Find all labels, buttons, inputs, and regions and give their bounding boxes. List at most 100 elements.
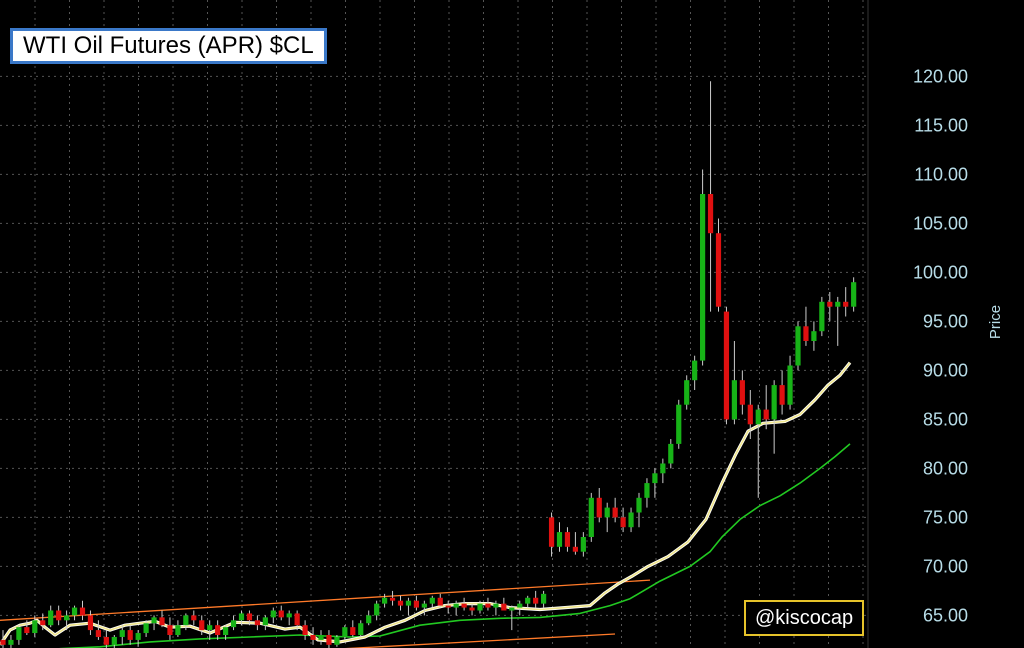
candle-body <box>262 617 268 626</box>
candle <box>636 492 642 528</box>
candle <box>604 502 610 533</box>
candle-body <box>517 603 523 608</box>
candle-body <box>397 600 404 606</box>
candle-body <box>135 633 141 640</box>
candle <box>541 590 547 608</box>
candle <box>453 600 459 616</box>
candle <box>509 605 515 631</box>
y-axis-label: Price <box>987 305 1004 339</box>
candle <box>811 321 817 351</box>
candle-body <box>405 600 412 606</box>
candle <box>628 507 634 533</box>
candle <box>580 532 586 557</box>
candle-body <box>167 625 173 635</box>
candle <box>238 610 245 626</box>
candle-body <box>79 607 86 616</box>
candle <box>803 306 809 346</box>
candle <box>413 595 419 611</box>
candle <box>851 277 857 312</box>
candle <box>143 620 149 637</box>
y-tick-label: 100.00 <box>913 262 968 282</box>
candle <box>771 380 777 454</box>
candle-body <box>660 463 666 474</box>
candle-body <box>731 380 737 420</box>
candle-body <box>588 497 594 537</box>
candle <box>827 292 833 322</box>
candle-body <box>564 532 571 547</box>
candle <box>517 600 523 616</box>
grid <box>0 0 869 648</box>
candle <box>668 439 674 469</box>
candle-body <box>223 627 229 635</box>
channel-lines <box>0 579 651 648</box>
candle <box>16 625 22 645</box>
candle <box>302 620 308 640</box>
candle <box>469 603 475 616</box>
candle-body <box>723 311 730 420</box>
ma-long-line <box>59 443 851 648</box>
candle <box>24 620 30 635</box>
candle-body <box>437 597 443 606</box>
candle <box>389 590 396 606</box>
candle <box>374 600 380 621</box>
candle-body <box>16 627 22 640</box>
candle-body <box>684 380 690 405</box>
ma-short-outline <box>0 361 852 646</box>
candle <box>119 625 125 645</box>
candle <box>175 620 181 637</box>
candle-body <box>64 615 70 621</box>
candle <box>533 590 539 608</box>
channel-line <box>0 579 651 621</box>
ma-short-line <box>0 362 851 646</box>
candle-body <box>24 627 30 634</box>
chart-title-text: WTI Oil Futures (APR) $CL <box>23 32 314 59</box>
candle-body <box>366 615 372 624</box>
y-tick-label: 85.00 <box>923 409 968 429</box>
candle-body <box>652 473 658 484</box>
candle-body <box>628 512 634 528</box>
candle-body <box>8 639 14 645</box>
candle <box>278 605 284 621</box>
candlestick-series <box>0 81 857 648</box>
candle <box>525 595 531 608</box>
candle-body <box>715 233 722 307</box>
candle <box>556 522 563 552</box>
candle <box>191 610 197 626</box>
candle-body <box>87 615 94 631</box>
candle-body <box>286 613 292 618</box>
candle-body <box>413 600 419 608</box>
candle-body <box>469 607 475 611</box>
candle <box>326 630 332 648</box>
candle-body <box>40 620 46 626</box>
candle-body <box>827 301 833 307</box>
candle-body <box>246 613 253 621</box>
candle-body <box>541 593 547 604</box>
candle-body <box>326 635 332 645</box>
candle <box>8 635 14 648</box>
candle <box>461 597 467 611</box>
candle-body <box>175 625 181 635</box>
candle <box>0 630 6 648</box>
candle-body <box>700 194 706 361</box>
candle-body <box>795 326 801 366</box>
candle <box>40 613 46 631</box>
candle-body <box>215 625 221 635</box>
candle-body <box>707 194 714 234</box>
candle <box>715 218 722 312</box>
candle-body <box>342 627 348 637</box>
candle <box>318 630 324 645</box>
candle-body <box>254 620 260 626</box>
candle <box>588 492 594 542</box>
candle-body <box>334 636 340 645</box>
candle-body <box>509 607 515 611</box>
candle <box>660 458 666 484</box>
candle-body <box>127 630 133 640</box>
candle-body <box>199 620 205 631</box>
candle-body <box>668 443 674 464</box>
candle-body <box>0 639 6 645</box>
candle-body <box>56 610 62 621</box>
candle <box>151 615 157 631</box>
candle <box>127 625 133 645</box>
candle <box>692 355 698 390</box>
